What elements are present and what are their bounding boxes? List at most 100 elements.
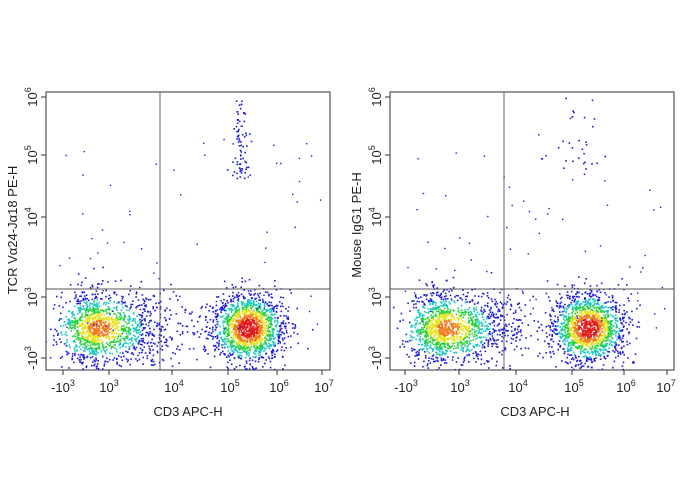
event-dot [263,313,265,316]
event-dot [101,298,103,300]
event-dot [621,329,624,331]
event-dot [444,346,447,349]
event-dot [249,330,252,333]
event-dot [233,331,235,334]
event-dot [443,307,446,310]
event-dot [107,306,109,308]
event-dot [135,358,137,360]
event-dot [231,309,234,311]
event-dot [248,328,251,330]
event-dot [249,349,251,351]
event-dot [275,310,278,313]
event-dot [415,296,417,299]
event-dot [245,132,247,134]
event-dot [255,307,257,309]
event-dot [106,333,108,336]
event-dot [160,328,162,330]
event-dot [109,323,111,325]
event-dot [490,313,493,316]
event-dot [573,368,575,370]
event-dot [84,338,86,340]
event-dot [253,328,256,331]
event-dot [555,300,558,302]
event-dot [614,341,617,344]
event-dot [422,306,425,309]
event-dot [451,359,454,361]
event-dot [510,303,512,306]
event-dot [248,346,250,349]
event-dot [222,343,225,346]
event-dot [610,344,613,346]
event-dot [492,337,495,339]
event-dot [91,323,93,326]
event-dot [126,337,129,340]
event-dot [243,306,246,309]
event-dot [476,345,478,347]
event-dot [93,328,96,330]
event-dot [227,367,229,370]
event-dot [235,349,237,351]
event-dot [93,363,96,366]
event-dot [253,309,255,312]
event-dot [212,306,214,309]
event-dot [61,366,63,368]
event-dot [229,342,232,345]
event-dot [440,323,442,325]
event-dot [235,307,237,310]
event-dot [86,298,88,300]
event-dot [459,297,461,299]
event-dot [125,337,127,340]
event-dot [59,317,62,320]
event-dot [442,342,444,344]
event-dot [413,324,416,327]
event-dot [130,352,133,355]
event-dot [441,353,443,356]
event-dot [152,342,155,344]
event-dot [487,302,489,305]
event-dot [455,338,457,341]
event-dot [252,331,254,333]
event-dot [90,331,92,333]
event-dot [618,344,620,346]
event-dot [241,339,244,341]
event-dot [87,330,90,332]
event-dot [58,305,61,307]
event-dot [77,331,80,334]
event-dot [53,303,56,306]
event-dot [592,298,594,301]
event-dot [552,350,554,353]
event-dot [623,316,625,319]
event-dot [221,338,223,341]
event-dot [431,338,434,340]
event-dot [619,319,622,321]
event-dot [519,319,522,321]
event-dot [527,324,530,326]
event-dot [172,352,174,354]
event-dot [81,308,84,310]
event-dot [438,306,440,308]
event-dot [512,334,514,337]
event-dot [246,341,249,343]
event-dot [139,330,142,333]
event-dot [559,326,562,328]
event-dot [500,315,502,318]
event-dot [138,332,140,334]
event-dot [87,317,90,320]
event-dot [232,325,235,327]
event-dot [139,347,142,350]
event-dot [254,353,257,355]
event-dot [569,305,571,307]
event-dot [258,338,261,340]
event-dot [266,345,269,348]
event-dot [480,295,483,298]
event-dot [223,333,226,335]
event-dot [563,348,565,350]
event-dot [552,323,555,325]
event-dot [141,329,144,332]
event-dot [454,341,456,344]
event-dot [220,352,222,354]
event-dot [91,349,93,352]
event-dot [561,336,564,338]
event-dot [242,73,244,75]
event-dot [232,351,235,353]
